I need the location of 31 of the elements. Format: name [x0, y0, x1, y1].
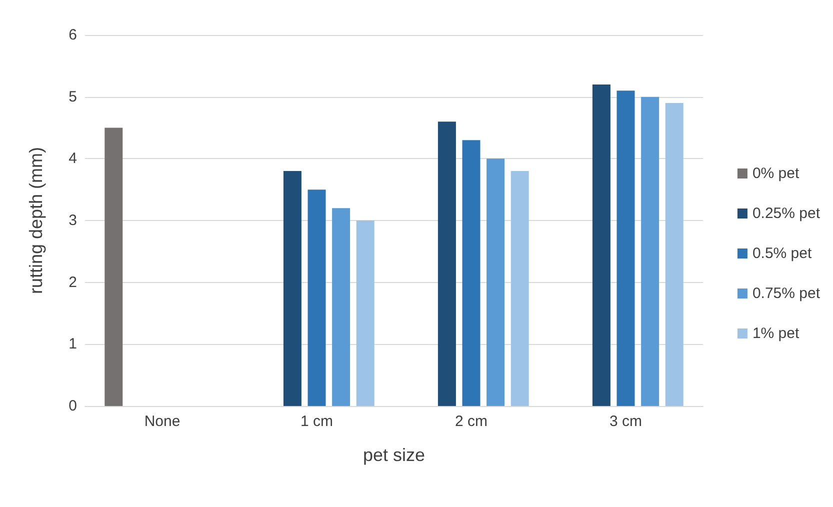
bar — [356, 220, 374, 406]
bar — [332, 208, 350, 406]
bar — [308, 190, 326, 406]
y-tick-label: 3 — [68, 212, 77, 229]
legend-label: 0% pet — [752, 165, 800, 182]
bar — [438, 122, 456, 406]
bar — [510, 171, 529, 406]
bar — [486, 158, 505, 406]
bar — [592, 84, 610, 406]
y-tick-label: 5 — [68, 88, 77, 106]
y-tick-label: 2 — [68, 274, 77, 291]
x-tick-label: 2 cm — [454, 413, 488, 430]
legend-label: 1% pet — [752, 325, 800, 342]
bar — [104, 128, 123, 406]
bar — [641, 96, 660, 406]
legend-label: 0.75% pet — [752, 285, 821, 302]
y-tick-label: 0 — [68, 398, 77, 414]
x-tick-label: None — [144, 413, 180, 430]
bar — [462, 140, 480, 406]
x-axis-title: pet size — [362, 445, 426, 465]
y-tick-label: 4 — [68, 150, 77, 168]
y-axis-title: rutting depth (mm) — [26, 146, 46, 294]
bar — [283, 171, 302, 406]
legend-label: 0.25% pet — [752, 205, 821, 222]
legend-label: 0.5% pet — [752, 245, 812, 262]
bar — [616, 90, 635, 406]
x-tick-label: 1 cm — [300, 413, 334, 430]
y-tick-label: 6 — [68, 26, 77, 44]
bar — [665, 103, 684, 406]
y-tick-label: 1 — [68, 336, 77, 353]
x-tick-label: 3 cm — [609, 413, 642, 430]
